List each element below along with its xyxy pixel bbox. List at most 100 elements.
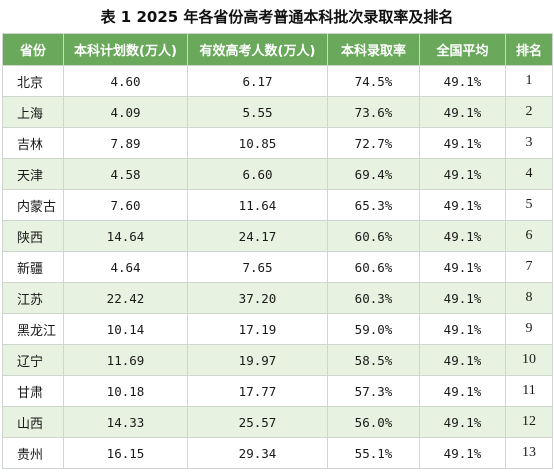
- cell-province: 天津: [2, 158, 64, 190]
- cell-national-avg: 49.1%: [419, 65, 506, 97]
- table-row: 山西 14.33 25.57 56.0% 49.1% 12: [2, 406, 553, 438]
- cell-candidates: 19.97: [187, 344, 328, 376]
- cell-province: 新疆: [2, 251, 64, 283]
- cell-rank: 9: [505, 313, 553, 345]
- cell-candidates: 7.65: [187, 251, 328, 283]
- cell-national-avg: 49.1%: [419, 220, 506, 252]
- cell-rank: 8: [505, 282, 553, 314]
- table-row: 上海 4.09 5.55 73.6% 49.1% 2: [2, 96, 553, 128]
- cell-plan: 4.64: [63, 251, 188, 283]
- cell-province: 甘肃: [2, 375, 64, 407]
- cell-rank: 5: [505, 189, 553, 221]
- cell-rank: 7: [505, 251, 553, 283]
- table-row: 黑龙江 10.14 17.19 59.0% 49.1% 9: [2, 313, 553, 345]
- cell-candidates: 11.64: [187, 189, 328, 221]
- cell-candidates: 5.55: [187, 96, 328, 128]
- table-row: 贵州 16.15 29.34 55.1% 49.1% 13: [2, 437, 553, 469]
- cell-rate: 72.7%: [327, 127, 420, 159]
- cell-rate: 59.0%: [327, 313, 420, 345]
- cell-rate: 60.3%: [327, 282, 420, 314]
- header-plan: 本科计划数(万人): [63, 33, 188, 66]
- cell-rank: 6: [505, 220, 553, 252]
- table-row: 辽宁 11.69 19.97 58.5% 49.1% 10: [2, 344, 553, 376]
- cell-candidates: 24.17: [187, 220, 328, 252]
- cell-national-avg: 49.1%: [419, 406, 506, 438]
- table-row: 新疆 4.64 7.65 60.6% 49.1% 7: [2, 251, 553, 283]
- cell-rate: 60.6%: [327, 251, 420, 283]
- cell-national-avg: 49.1%: [419, 158, 506, 190]
- cell-rank: 2: [505, 96, 553, 128]
- table-row: 内蒙古 7.60 11.64 65.3% 49.1% 5: [2, 189, 553, 221]
- cell-rate: 60.6%: [327, 220, 420, 252]
- cell-rank: 3: [505, 127, 553, 159]
- cell-candidates: 10.85: [187, 127, 328, 159]
- cell-plan: 4.58: [63, 158, 188, 190]
- cell-province: 上海: [2, 96, 64, 128]
- header-rate: 本科录取率: [327, 33, 420, 66]
- cell-national-avg: 49.1%: [419, 189, 506, 221]
- cell-rate: 58.5%: [327, 344, 420, 376]
- cell-national-avg: 49.1%: [419, 375, 506, 407]
- cell-candidates: 37.20: [187, 282, 328, 314]
- cell-province: 江苏: [2, 282, 64, 314]
- cell-plan: 16.15: [63, 437, 188, 469]
- cell-plan: 4.09: [63, 96, 188, 128]
- table-row: 陕西 14.64 24.17 60.6% 49.1% 6: [2, 220, 553, 252]
- cell-province: 贵州: [2, 437, 64, 469]
- cell-plan: 14.33: [63, 406, 188, 438]
- cell-province: 北京: [2, 65, 64, 97]
- cell-rate: 55.1%: [327, 437, 420, 469]
- table-row: 甘肃 10.18 17.77 57.3% 49.1% 11: [2, 375, 553, 407]
- table-row: 北京 4.60 6.17 74.5% 49.1% 1: [2, 65, 553, 97]
- cell-candidates: 6.17: [187, 65, 328, 97]
- cell-rate: 69.4%: [327, 158, 420, 190]
- cell-candidates: 25.57: [187, 406, 328, 438]
- cell-rate: 73.6%: [327, 96, 420, 128]
- header-row: 省份 本科计划数(万人) 有效高考人数(万人) 本科录取率 全国平均 排名: [2, 33, 553, 66]
- header-province: 省份: [2, 33, 64, 66]
- cell-plan: 11.69: [63, 344, 188, 376]
- cell-rank: 10: [505, 344, 553, 376]
- cell-rate: 56.0%: [327, 406, 420, 438]
- cell-rank: 4: [505, 158, 553, 190]
- cell-rate: 57.3%: [327, 375, 420, 407]
- cell-rate: 65.3%: [327, 189, 420, 221]
- cell-plan: 4.60: [63, 65, 188, 97]
- table-row: 吉林 7.89 10.85 72.7% 49.1% 3: [2, 127, 553, 159]
- cell-province: 吉林: [2, 127, 64, 159]
- cell-national-avg: 49.1%: [419, 313, 506, 345]
- cell-rank: 13: [505, 437, 553, 469]
- cell-plan: 10.18: [63, 375, 188, 407]
- cell-plan: 7.60: [63, 189, 188, 221]
- cell-province: 山西: [2, 406, 64, 438]
- admission-rate-table: 省份 本科计划数(万人) 有效高考人数(万人) 本科录取率 全国平均 排名 北京…: [2, 33, 553, 469]
- cell-national-avg: 49.1%: [419, 251, 506, 283]
- table-row: 江苏 22.42 37.20 60.3% 49.1% 8: [2, 282, 553, 314]
- cell-province: 陕西: [2, 220, 64, 252]
- cell-province: 黑龙江: [2, 313, 64, 345]
- cell-candidates: 17.19: [187, 313, 328, 345]
- cell-national-avg: 49.1%: [419, 344, 506, 376]
- cell-rank: 1: [505, 65, 553, 97]
- cell-national-avg: 49.1%: [419, 437, 506, 469]
- cell-plan: 14.64: [63, 220, 188, 252]
- cell-rate: 74.5%: [327, 65, 420, 97]
- header-rank: 排名: [505, 33, 553, 66]
- cell-province: 内蒙古: [2, 189, 64, 221]
- cell-candidates: 6.60: [187, 158, 328, 190]
- cell-plan: 7.89: [63, 127, 188, 159]
- cell-plan: 10.14: [63, 313, 188, 345]
- cell-plan: 22.42: [63, 282, 188, 314]
- cell-candidates: 29.34: [187, 437, 328, 469]
- cell-province: 辽宁: [2, 344, 64, 376]
- cell-national-avg: 49.1%: [419, 96, 506, 128]
- cell-candidates: 17.77: [187, 375, 328, 407]
- table-title: 表 1 2025 年各省份高考普通本科批次录取率及排名: [100, 8, 454, 26]
- table-row: 天津 4.58 6.60 69.4% 49.1% 4: [2, 158, 553, 190]
- header-national-avg: 全国平均: [419, 33, 506, 66]
- cell-rank: 12: [505, 406, 553, 438]
- cell-rank: 11: [505, 375, 553, 407]
- cell-national-avg: 49.1%: [419, 127, 506, 159]
- cell-national-avg: 49.1%: [419, 282, 506, 314]
- header-candidates: 有效高考人数(万人): [187, 33, 328, 66]
